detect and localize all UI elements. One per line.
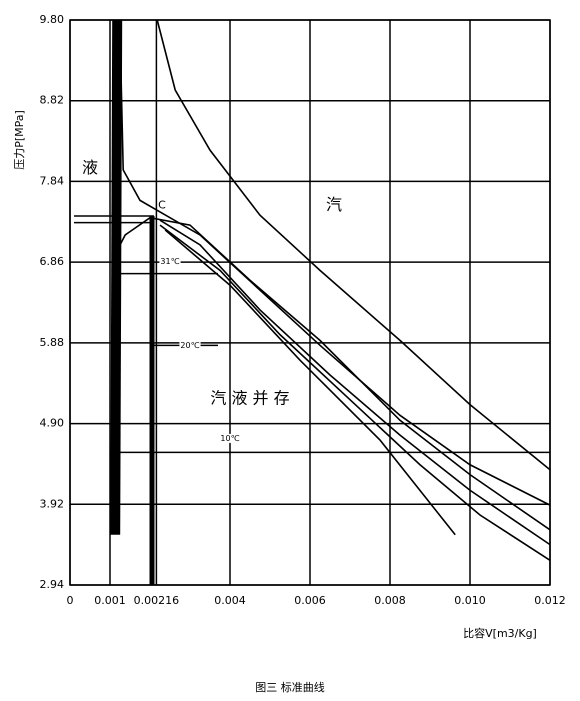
curve	[164, 229, 456, 536]
y-tick-label: 3.92	[40, 497, 65, 510]
label-background	[219, 433, 241, 443]
x-tick-label: 0.004	[214, 594, 246, 607]
plot-frame	[69, 19, 551, 586]
x-tick-label: 0.00216	[134, 594, 180, 607]
curve	[156, 19, 551, 471]
x-tick-label: 0.010	[454, 594, 486, 607]
annotation: 汽 液 并 存	[210, 388, 289, 407]
x-tick-label: 0.006	[294, 594, 326, 607]
x-tick-label: 0	[67, 594, 74, 607]
curve	[110, 19, 123, 535]
x-axis-label: 比容V[m3/Kg]	[463, 626, 537, 640]
curve	[159, 219, 551, 546]
x-tick-label: 0.012	[534, 594, 566, 607]
y-tick-label: 7.84	[40, 174, 65, 187]
y-tick-label: 5.88	[40, 336, 65, 349]
caption: 图三 标准曲线	[255, 680, 325, 694]
annotation: C	[158, 198, 166, 211]
curve	[112, 216, 551, 531]
label-background	[179, 340, 201, 350]
annotation: 汽	[326, 195, 342, 214]
curve	[159, 224, 551, 561]
y-tick-label: 8.82	[40, 94, 65, 107]
annotation: 20℃	[180, 341, 199, 350]
y-tick-label: 2.94	[40, 578, 65, 591]
y-axis-label: 压力P[MPa]	[13, 110, 26, 170]
label-background	[159, 256, 181, 266]
annotation: 液	[82, 158, 98, 177]
x-tick-label: 0.008	[374, 594, 406, 607]
y-tick-label: 6.86	[40, 255, 65, 268]
y-tick-label: 4.90	[40, 417, 65, 430]
annotation: 31℃	[160, 257, 179, 266]
x-tick-label: 0.001	[94, 594, 126, 607]
annotation: 10℃	[220, 434, 239, 443]
y-tick-label: 9.80	[40, 13, 65, 26]
